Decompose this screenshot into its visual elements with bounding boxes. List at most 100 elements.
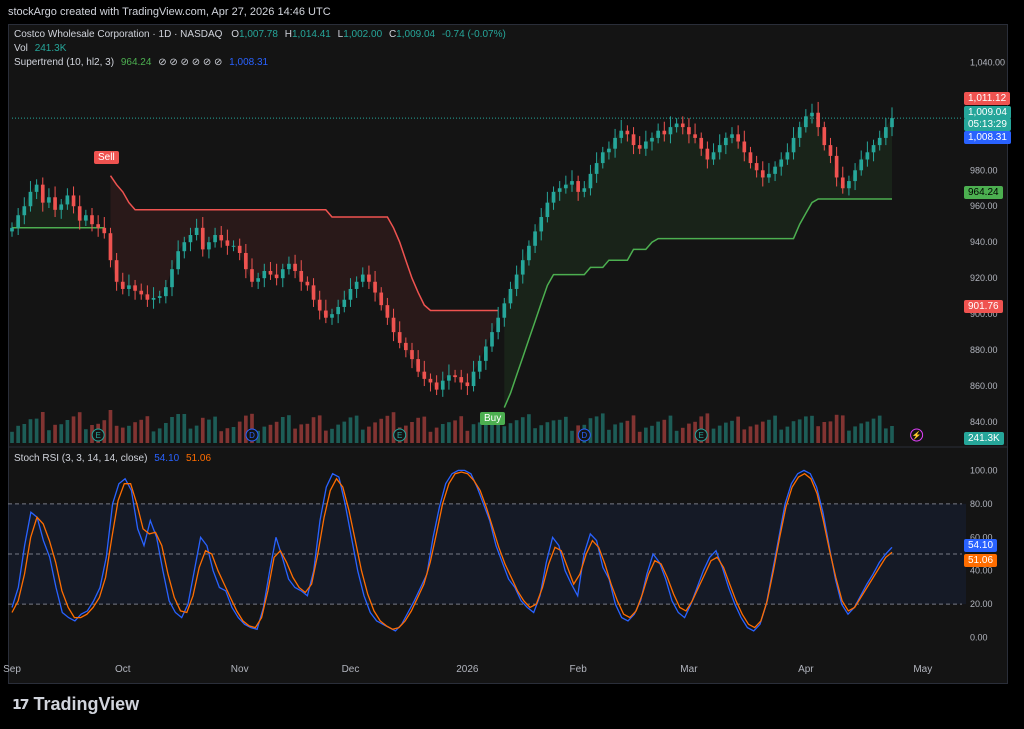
change-value: -0.74 (-0.07%) [441,29,506,40]
candle-body [680,123,685,128]
time-axis-tick: May [913,664,932,675]
volume-bar [459,416,464,443]
candle-body [367,274,371,282]
volume-bar [822,422,827,443]
volume-bar [527,414,531,443]
stoch-legend: Stoch RSI (3, 3, 14, 14, close) 54.10 51… [14,453,211,464]
candle-body [157,296,162,298]
volume-bar [274,421,279,443]
volume-bar [477,422,482,443]
candle-body [804,116,808,128]
tradingview-logo[interactable]: 𝟭𝟳 TradingView [12,694,139,715]
volume-bar [471,424,476,443]
candle-body [570,181,574,185]
attribution-text: stockArgo created with TradingView.com, … [8,6,331,18]
tradingview-logo-icon: 𝟭𝟳 [12,696,30,712]
volume-bar [182,414,187,443]
volume-bar [711,428,716,443]
candle-body [447,375,451,381]
candle-body [822,127,827,146]
earnings-marker-label: E [95,431,100,440]
candle-body [145,294,150,300]
volume-bar [520,417,525,443]
price-axis-tick: 940.00 [970,237,998,247]
volume-bar [280,417,285,443]
close-label: C [388,29,397,40]
candle-body [877,137,882,146]
volume-bar [631,415,636,443]
volume-bar [551,420,556,443]
price-tag-supertrend-low: 964.24 [964,186,1003,199]
candle-body [102,227,107,234]
volume-bar [428,431,433,443]
volume-bar [853,426,857,443]
candle-body [490,332,494,347]
candle-body [324,310,328,318]
volume-bar [416,417,420,443]
candle-body [410,350,414,360]
candle-body [151,297,156,300]
price-axis-tick: 860.00 [970,381,998,391]
candle-body [773,166,777,174]
volume-bar [748,426,753,443]
volume-bar [330,428,334,443]
volume-bar [354,415,359,443]
volume-bar [687,423,691,443]
volume-bar [311,417,316,443]
volume-bar [619,422,624,443]
sell-signal[interactable]: Sell [94,151,119,164]
volume-bar [557,419,562,443]
candle-body [600,152,605,164]
volume-bar [680,427,685,443]
candle-body [637,145,642,149]
candle-body [533,231,537,246]
candle-body [687,127,691,135]
time-axis-tick: 2026 [456,664,479,675]
candle-body [108,233,113,261]
dividend-marker [245,428,259,442]
volume-bar [656,421,660,443]
time-axis-tick: Oct [115,664,131,675]
candle-body [127,285,131,289]
volume-bar [662,419,667,443]
candle-body [200,227,205,250]
time-axis-tick: Nov [231,664,249,675]
price-axis-tick: 1,040.00 [970,57,1005,67]
candle-body [564,184,568,189]
candle-body [207,242,211,250]
stoch-d-line [11,471,893,630]
volume-bar [422,416,427,443]
dividend-marker [577,428,591,442]
volume-bar [287,415,291,443]
volume-bar [859,423,864,443]
candle-body [422,371,427,379]
candle-body [404,342,408,351]
candle-body [40,184,45,203]
candle-body [237,245,242,253]
candle-body [724,137,728,146]
stoch-axis-tick: 60.00 [970,532,993,542]
candle-body [471,371,476,387]
candle-body [779,159,784,167]
buy-signal[interactable]: Buy [480,412,506,425]
candle-body [84,215,88,221]
volume-bar [250,413,254,443]
volume-bar [484,418,488,443]
candle-body [502,303,507,318]
candle-body [256,278,260,282]
candle-body [287,263,291,270]
supertrend-up-seg-1-fill [12,184,105,234]
candle-body [791,137,796,153]
supertrend-label: Supertrend (10, hl2, 3) [14,57,115,68]
volume-bar [317,415,322,443]
candle-body [391,317,396,333]
split-marker [910,428,924,442]
candle-body [588,173,593,189]
chart-panel[interactable] [8,24,1008,684]
volume-bar [890,426,894,443]
volume-bar [440,424,445,443]
candle-body [280,269,285,279]
candle-body [754,163,759,171]
volume-bar [47,430,51,443]
